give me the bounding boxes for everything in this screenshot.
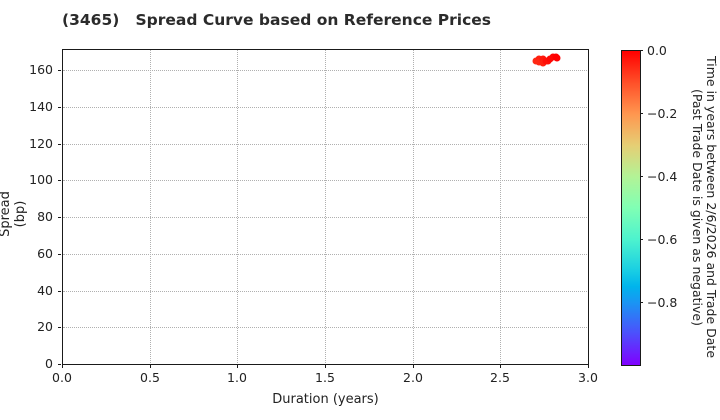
y-tick-label: 20 [37, 319, 53, 334]
grid-line-vertical [413, 50, 414, 363]
y-tick-mark [58, 327, 61, 328]
x-tick-mark [62, 365, 63, 368]
colorbar-tick-mark [640, 113, 643, 114]
grid-line-horizontal [63, 254, 587, 255]
x-tick-mark [237, 365, 238, 368]
x-tick-mark [413, 365, 414, 368]
grid-line-horizontal [63, 217, 587, 218]
chart-title: (3465) Spread Curve based on Reference P… [62, 11, 492, 29]
y-tick-label: 160 [29, 62, 53, 77]
x-tick-label: 3.0 [578, 370, 598, 385]
x-tick-label: 2.0 [403, 370, 423, 385]
y-tick-mark [58, 144, 61, 145]
colorbar-tick-label: −0.8 [647, 295, 678, 310]
plot-area [62, 49, 589, 365]
y-tick-mark [58, 70, 61, 71]
colorbar-label-line1: Time in years between 2/6/2026 and Trade… [704, 56, 719, 359]
x-tick-label: 1.0 [227, 370, 247, 385]
colorbar-tick-mark [640, 302, 643, 303]
y-tick-mark [58, 217, 61, 218]
x-tick-label: 0.0 [52, 370, 72, 385]
x-tick-label: 2.5 [490, 370, 510, 385]
y-tick-mark [58, 291, 61, 292]
y-tick-mark [58, 364, 61, 365]
colorbar-tick-mark [640, 239, 643, 240]
y-tick-label: 60 [37, 246, 53, 261]
grid-line-horizontal [63, 291, 587, 292]
colorbar [621, 50, 641, 366]
colorbar-label-line2: (Past Trade Date is given as negative) [690, 89, 705, 326]
y-tick-mark [58, 180, 61, 181]
grid-line-vertical [500, 50, 501, 363]
y-tick-mark [58, 254, 61, 255]
colorbar-tick-label: −0.2 [647, 106, 678, 121]
colorbar-tick-mark [640, 176, 643, 177]
grid-line-horizontal [63, 70, 587, 71]
colorbar-tick-label: −0.4 [647, 169, 678, 184]
grid-line-vertical [325, 50, 326, 363]
x-tick-mark [325, 365, 326, 368]
y-tick-label: 140 [29, 99, 53, 114]
y-tick-mark [58, 107, 61, 108]
x-tick-mark [588, 365, 589, 368]
grid-line-horizontal [63, 327, 587, 328]
colorbar-tick-label: 0.0 [647, 43, 667, 58]
grid-line-vertical [237, 50, 238, 363]
grid-line-horizontal [63, 144, 587, 145]
x-tick-label: 0.5 [140, 370, 160, 385]
y-tick-label: 120 [29, 136, 53, 151]
x-tick-mark [500, 365, 501, 368]
grid-line-horizontal [63, 107, 587, 108]
y-tick-label: 100 [29, 172, 53, 187]
colorbar-axis-label: Time in years between 2/6/2026 and Trade… [689, 50, 719, 365]
data-point [553, 54, 561, 62]
y-tick-label: 40 [37, 283, 53, 298]
x-axis-label: Duration (years) [272, 392, 379, 407]
grid-line-horizontal [63, 180, 587, 181]
y-tick-label: 80 [37, 209, 53, 224]
colorbar-tick-mark [640, 50, 643, 51]
grid-line-vertical [150, 50, 151, 363]
x-tick-label: 1.5 [315, 370, 335, 385]
y-tick-label: 0 [45, 356, 53, 371]
x-tick-mark [150, 365, 151, 368]
colorbar-tick-label: −0.6 [647, 232, 678, 247]
